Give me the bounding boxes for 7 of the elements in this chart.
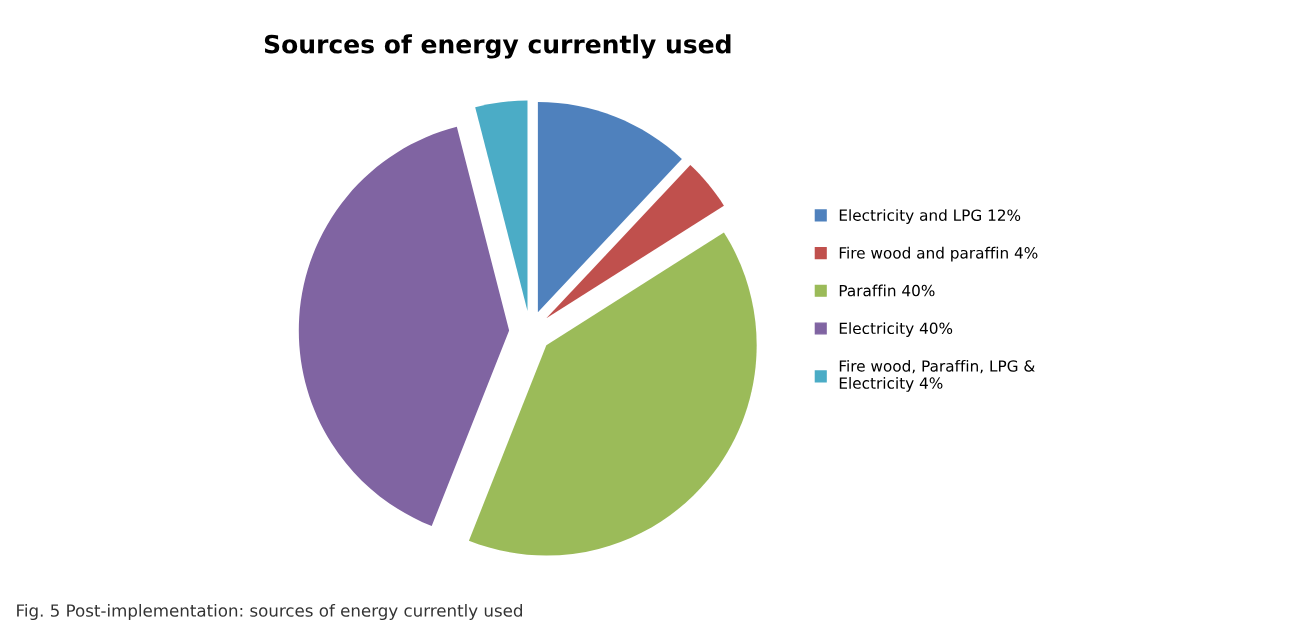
legend-label: Fire wood, Paraffin, LPG & Electricity 4% (839, 359, 1035, 392)
legend-label: Electricity and LPG 12% (839, 209, 1021, 224)
chart-title: Sources of energy currently used (264, 34, 731, 59)
legend-label: Electricity 40% (839, 322, 953, 338)
legend-label: Paraffin 40% (839, 284, 935, 297)
caption: Fig. 5 Post-implementation: sources of energy currently used (17, 603, 522, 621)
legend-label: Fire wood and paraffin 4% (839, 246, 1038, 262)
